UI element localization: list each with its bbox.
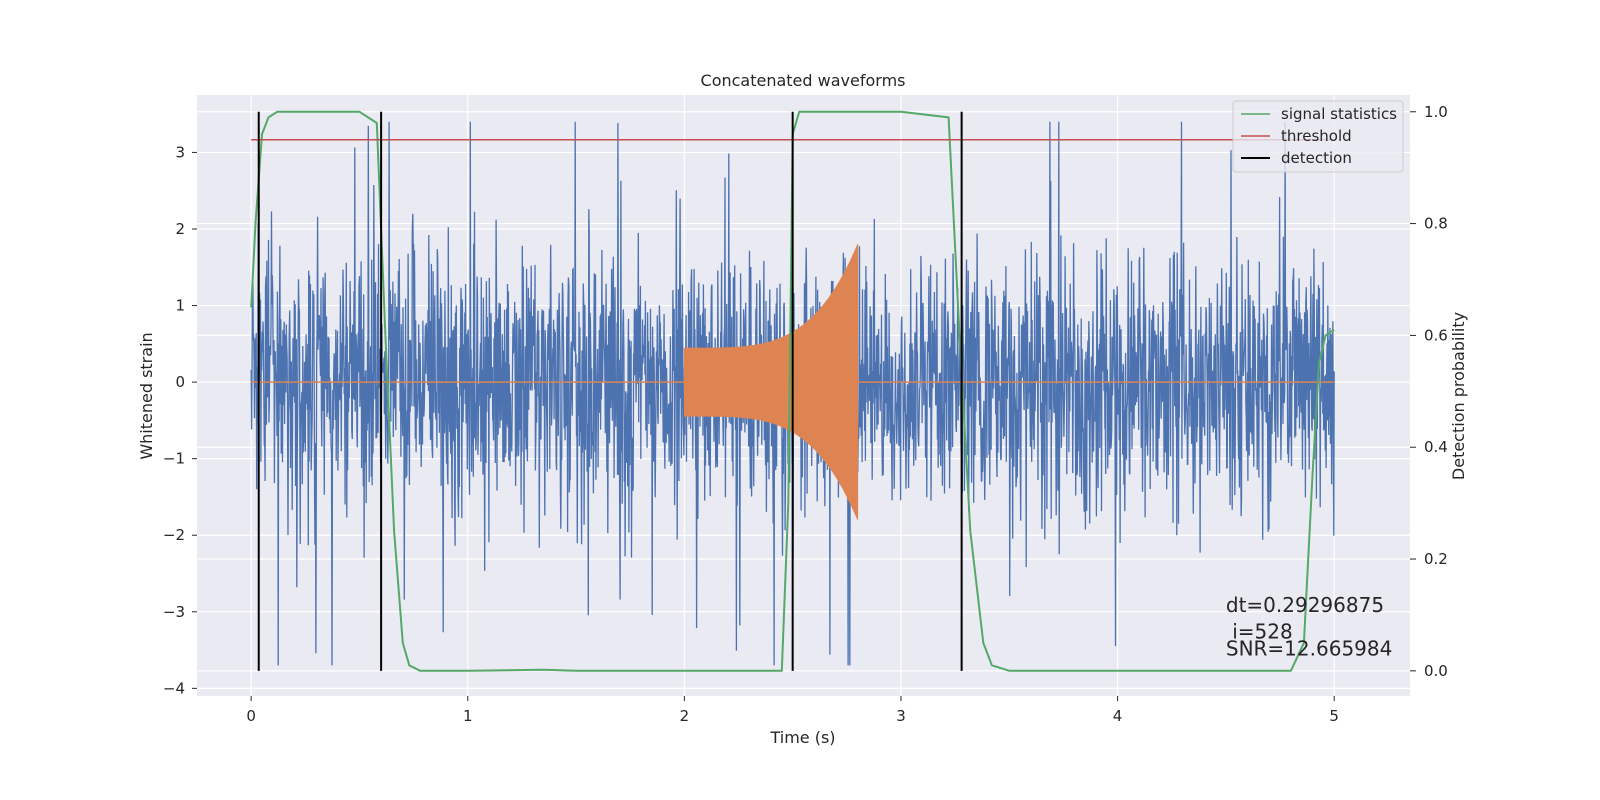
y-tick-label: −1 [163, 450, 185, 468]
chart-title: Concatenated waveforms [701, 71, 906, 90]
x-tick-label: 1 [463, 707, 473, 725]
y-tick-label: 0 [175, 373, 185, 391]
signal-statistics-line [250, 110, 1335, 672]
signal-statistics-series [250, 110, 1335, 672]
y-tick-label: −4 [163, 679, 185, 697]
annotation-dt: dt=0.29296875 [1226, 593, 1384, 617]
y2-tick-label: 0.0 [1424, 662, 1448, 680]
x-tick-label: 3 [896, 707, 906, 725]
y-tick-label: 2 [175, 220, 185, 238]
x-axis-label: Time (s) [769, 728, 835, 747]
x-tick-label: 0 [246, 707, 256, 725]
y-tick-label: −3 [163, 603, 185, 621]
legend-box [1232, 100, 1404, 173]
legend: signal statistics threshold detection [1232, 100, 1404, 173]
legend-label-threshold: threshold [1281, 127, 1352, 145]
y2-tick-label: 0.4 [1424, 438, 1448, 456]
annotation-snr: SNR=12.665984 [1226, 636, 1392, 660]
detection-series [257, 111, 963, 671]
y2-axis-label: Detection probability [1449, 312, 1468, 480]
axis-ticks: 0 1 2 3 4 5 −4 −3 −2 −1 0 1 2 3 0.0 0.2 0.4 0.6 0.8 1.0 [163, 103, 1448, 725]
y-tick-label: −2 [163, 526, 185, 544]
legend-label-detection: detection [1281, 149, 1352, 167]
y-tick-label: 1 [175, 297, 185, 315]
y2-tick-label: 0.6 [1424, 326, 1448, 344]
template-chirp [683, 244, 859, 520]
y2-tick-label: 1.0 [1424, 103, 1448, 121]
y-axis-label: Whitened strain [137, 332, 156, 459]
legend-label-signal-statistics: signal statistics [1281, 105, 1397, 123]
y-tick-label: 3 [175, 143, 185, 161]
y2-tick-label: 0.2 [1424, 550, 1448, 568]
x-tick-label: 5 [1329, 707, 1339, 725]
x-tick-label: 4 [1113, 707, 1123, 725]
annotation-index: i=528 [1226, 620, 1293, 644]
template-series [251, 244, 1335, 520]
y2-tick-label: 0.8 [1424, 215, 1448, 233]
x-tick-label: 2 [680, 707, 690, 725]
